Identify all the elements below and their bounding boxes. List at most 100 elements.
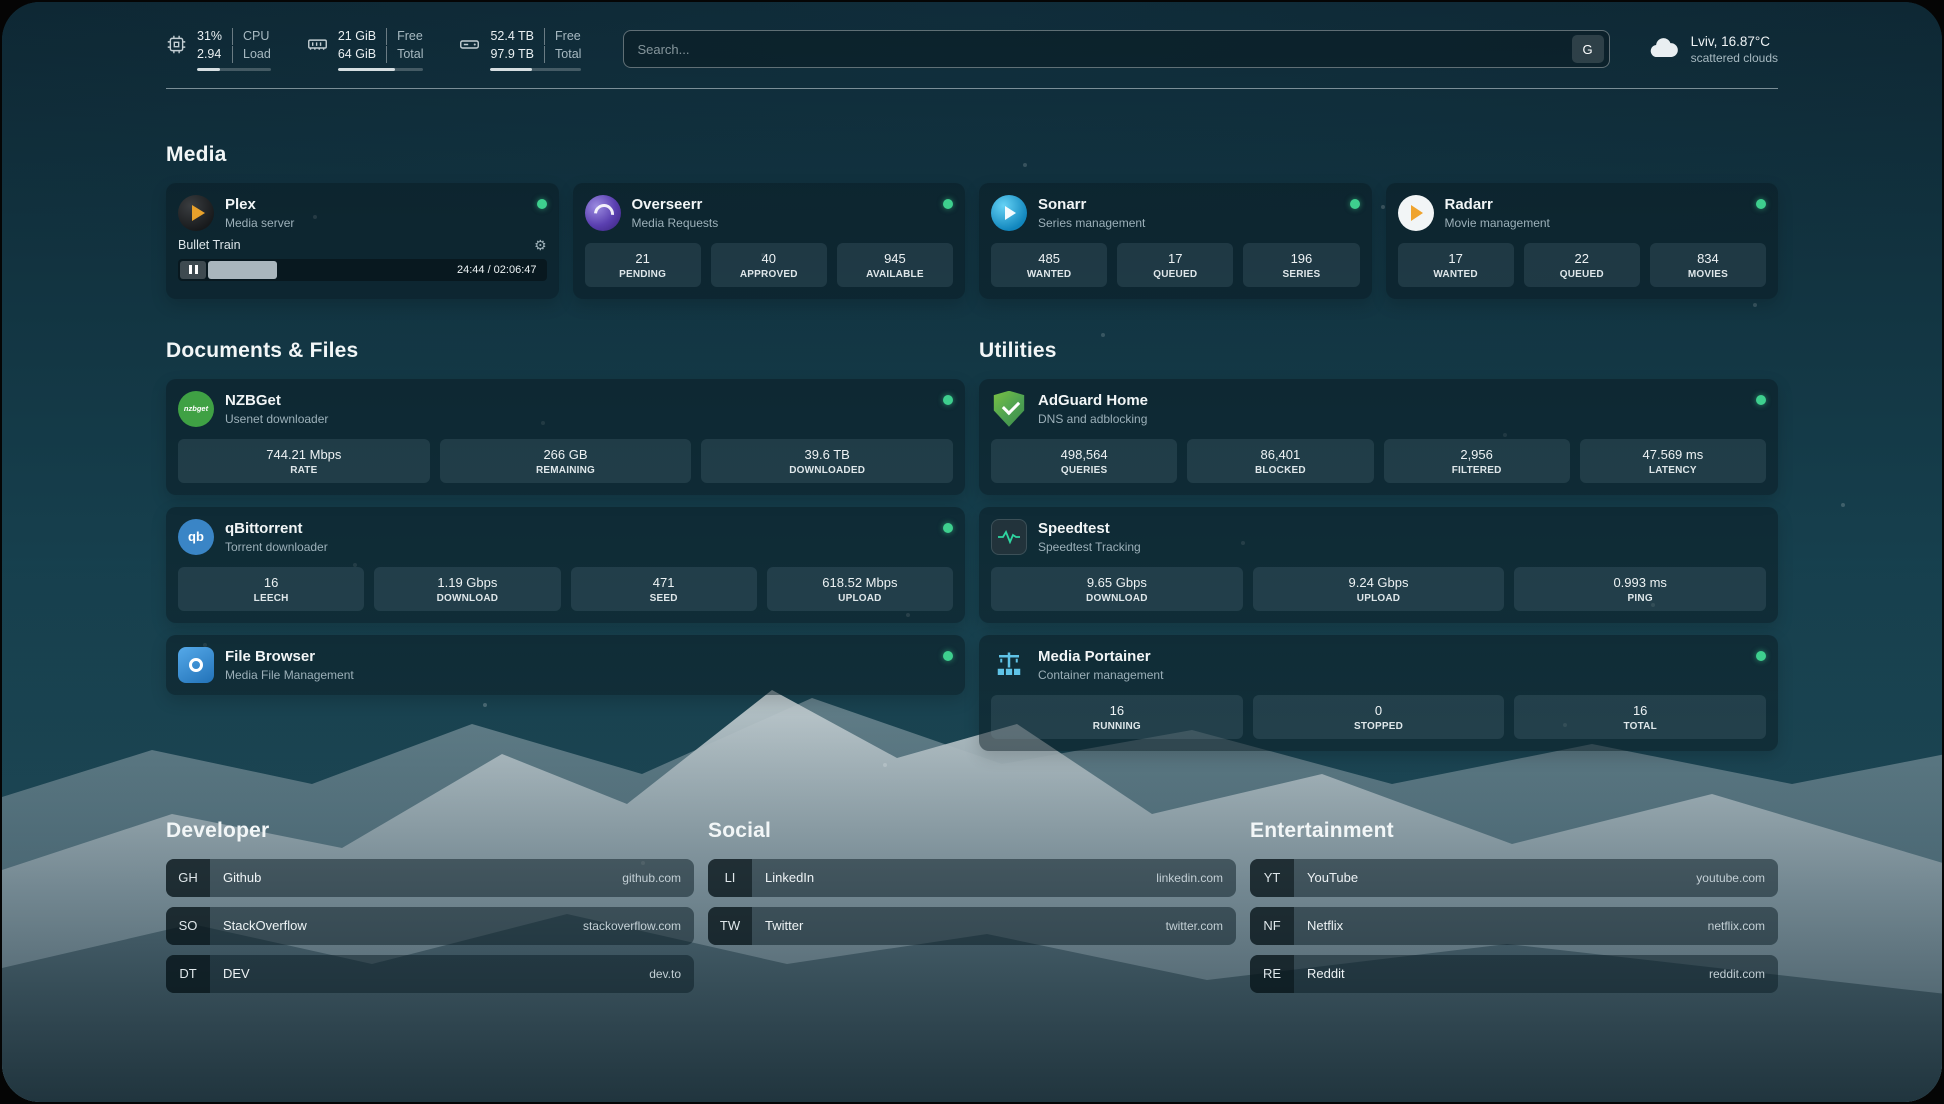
stat-ping: 0.993 ms PING (1514, 566, 1767, 611)
service-card-filebrowser[interactable]: File Browser Media File Management (166, 634, 965, 695)
bookmark-name: YouTube (1307, 870, 1359, 886)
cpu-label: CPU (232, 28, 271, 45)
service-description: Speedtest Tracking (1038, 539, 1141, 554)
service-card-sonarr[interactable]: Sonarr Series management 485 WANTED 17 Q… (979, 182, 1372, 299)
bookmark-youtube[interactable]: YT YouTube youtube.com (1250, 858, 1778, 897)
ram-total-value: 64 GiB (337, 46, 377, 61)
bookmark-url: linkedin.com (1156, 870, 1223, 885)
stat-blocked: 86,401 BLOCKED (1187, 438, 1374, 483)
qbittorrent-icon: qb (178, 518, 214, 555)
stat-available: 945 AVAILABLE (836, 242, 954, 287)
bookmark-abbr: YT (1250, 858, 1294, 897)
stat-downloaded: 39.6 TB DOWNLOADED (701, 438, 954, 483)
bookmark-abbr: GH (166, 858, 210, 897)
disk-total-value: 97.9 TB (490, 46, 535, 61)
bookmark-reddit[interactable]: RE Reddit reddit.com (1250, 954, 1778, 993)
status-dot (943, 394, 953, 405)
bookmark-abbr: DT (166, 954, 210, 993)
service-card-portainer[interactable]: Media Portainer Container management 16 … (979, 634, 1778, 751)
pause-button[interactable] (180, 260, 206, 279)
bookmark-linkedin[interactable]: LI LinkedIn linkedin.com (708, 858, 1236, 897)
bookmark-name: LinkedIn (765, 870, 815, 886)
documents-section-title: Documents & Files (166, 338, 359, 362)
stat-approved: 40 APPROVED (710, 242, 827, 287)
stat-upload: 9.24 Gbps UPLOAD (1252, 566, 1505, 611)
disk-usage-bar (490, 67, 582, 71)
weather-condition: scattered clouds (1690, 50, 1778, 65)
plex-progress-bar[interactable]: 24:44 / 02:06:47 (178, 258, 547, 281)
service-description: Usenet downloader (225, 411, 329, 426)
service-card-adguard[interactable]: AdGuard Home DNS and adblocking 498,564 … (979, 378, 1778, 495)
top-bar: 31% CPU 2.94 Load 21 GiB Free 64 (166, 28, 1778, 71)
service-name: Overseerr (631, 195, 703, 213)
stat-wanted: 485 WANTED (991, 242, 1108, 287)
bookmark-abbr: SO (166, 906, 210, 945)
entertainment-section-title: Entertainment (1250, 818, 1394, 842)
bookmark-stackoverflow[interactable]: SO StackOverflow stackoverflow.com (166, 906, 694, 945)
status-dot (1756, 650, 1766, 661)
section-media: Media Plex Media server Bullet Train ⚙ (166, 143, 1778, 299)
section-documents-files: Documents & Files nzbget NZBGet Usenet d… (166, 339, 965, 707)
bookmark-twitter[interactable]: TW Twitter twitter.com (708, 906, 1236, 945)
stat-queries: 498,564 QUERIES (991, 438, 1178, 483)
service-name: Media Portainer (1038, 647, 1151, 665)
bookmark-github[interactable]: GH Github github.com (166, 858, 694, 897)
developer-section-title: Developer (166, 818, 270, 842)
service-name: File Browser (225, 647, 316, 665)
utilities-section-title: Utilities (979, 338, 1057, 362)
bookmark-group-entertainment: Entertainment YT YouTube youtube.com NF … (1250, 819, 1778, 1003)
header-divider (166, 87, 1778, 89)
service-card-plex[interactable]: Plex Media server Bullet Train ⚙ 24:44 /… (166, 182, 559, 299)
service-card-nzbget[interactable]: nzbget NZBGet Usenet downloader 744.21 M… (166, 378, 965, 495)
bookmark-abbr: LI (708, 858, 752, 897)
cpu-load-value: 2.94 (197, 46, 222, 61)
bookmark-netflix[interactable]: NF Netflix netflix.com (1250, 906, 1778, 945)
bookmark-abbr: TW (708, 906, 752, 945)
bookmark-name: Github (223, 870, 262, 886)
bookmark-url: github.com (622, 870, 681, 885)
bookmark-dev[interactable]: DT DEV dev.to (166, 954, 694, 993)
service-name: Radarr (1444, 195, 1493, 213)
status-dot (943, 198, 953, 209)
portainer-icon (991, 647, 1027, 683)
service-card-speedtest[interactable]: Speedtest Speedtest Tracking 9.65 Gbps D… (979, 506, 1778, 623)
status-dot (536, 198, 547, 209)
service-description: Container management (1038, 667, 1164, 682)
search-bar[interactable]: G (623, 30, 1610, 69)
service-name: NZBGet (225, 391, 281, 409)
stat-download: 9.65 Gbps DOWNLOAD (991, 566, 1243, 611)
service-name: Speedtest (1038, 519, 1110, 537)
status-dot (943, 522, 953, 533)
search-input[interactable] (637, 41, 1572, 57)
stat-wanted: 17 WANTED (1397, 242, 1514, 287)
bookmark-group-developer: Developer GH Github github.com SO StackO… (166, 819, 694, 1003)
status-dot (1756, 198, 1766, 209)
disk-widget: 52.4 TB Free 97.9 TB Total (459, 28, 582, 71)
now-playing-time: 24:44 / 02:06:47 (456, 263, 537, 276)
plex-progress-fill (208, 260, 278, 279)
service-card-radarr[interactable]: Radarr Movie management 17 WANTED 22 QUE… (1385, 182, 1778, 299)
cpu-icon (167, 35, 186, 54)
search-provider-button[interactable]: G (1571, 35, 1604, 64)
weather-widget[interactable]: Lviv, 16.87°C scattered clouds (1648, 33, 1778, 65)
service-description: Media File Management (225, 667, 354, 682)
ram-widget: 21 GiB Free 64 GiB Total (307, 28, 424, 71)
disk-total-label: Total (544, 45, 581, 63)
radarr-icon (1397, 194, 1434, 231)
bookmark-name: StackOverflow (223, 918, 307, 934)
cloud-icon (1650, 38, 1678, 58)
bookmark-name: DEV (223, 966, 250, 982)
stat-seed: 471 SEED (570, 566, 757, 611)
stat-pending: 21 PENDING (584, 242, 701, 287)
cpu-widget: 31% CPU 2.94 Load (166, 28, 271, 71)
stat-rate: 744.21 Mbps RATE (178, 438, 430, 483)
ram-usage-bar (337, 67, 424, 71)
service-card-overseerr[interactable]: Overseerr Media Requests 21 PENDING 40 A… (572, 182, 965, 299)
speedtest-icon (991, 518, 1027, 555)
sonarr-icon (991, 194, 1027, 231)
bookmark-url: stackoverflow.com (582, 918, 681, 933)
service-card-qbittorrent[interactable]: qb qBittorrent Torrent downloader 16 LEE… (166, 506, 965, 623)
stat-leech: 16 LEECH (178, 566, 365, 611)
disk-free-value: 52.4 TB (490, 29, 535, 43)
gear-icon[interactable]: ⚙ (533, 236, 547, 253)
